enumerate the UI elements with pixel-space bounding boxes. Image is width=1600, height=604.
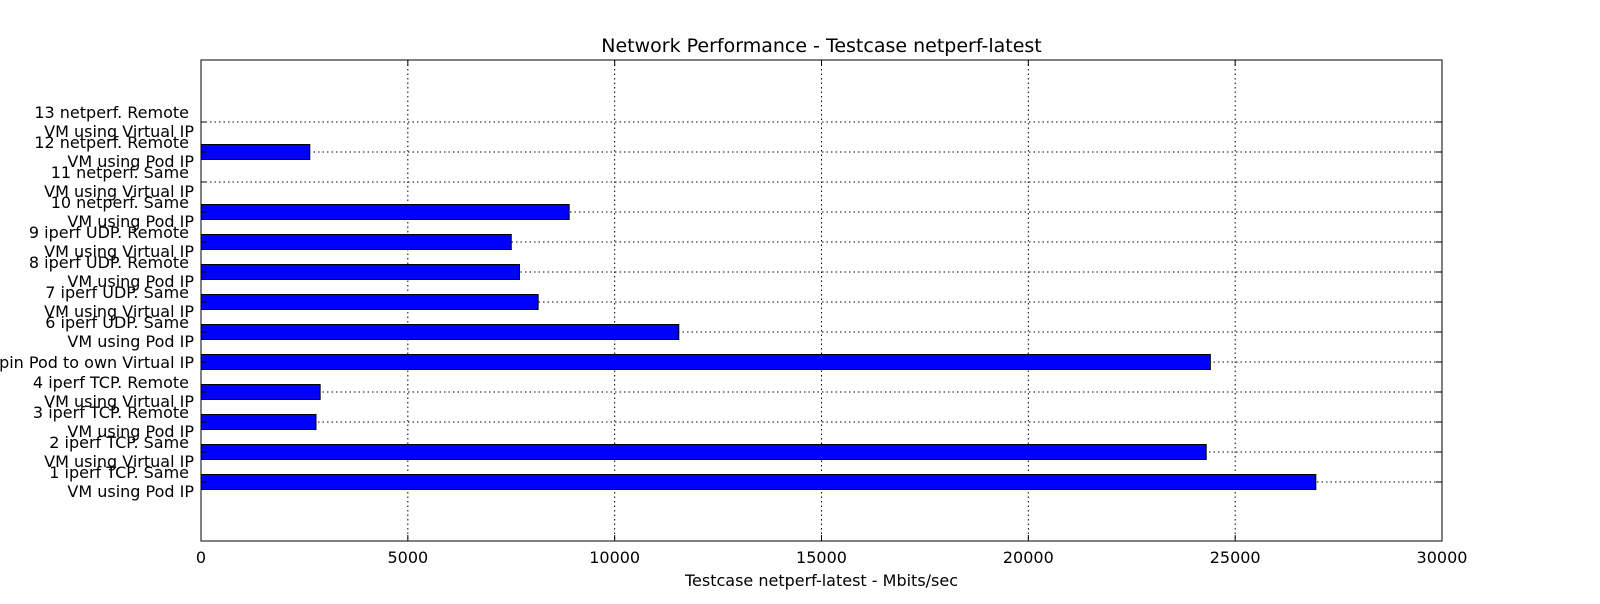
category-label-line2: VM using Virtual IP: [44, 392, 194, 411]
category-label-line2: VM using Pod IP: [67, 332, 194, 351]
category-label-line1: 3 iperf TCP. Remote: [33, 403, 189, 422]
bar-10: [200, 204, 570, 220]
category-label-line1: 2 iperf TCP. Same: [49, 433, 189, 452]
bar-5: [200, 354, 1211, 370]
x-tick-label: 15000: [796, 548, 847, 567]
category-label-line2: VM using Virtual IP: [44, 302, 194, 321]
category-label-line2: VM using Virtual IP: [44, 182, 194, 201]
category-label-line2: VM using Pod IP: [67, 482, 194, 501]
category-label-line1: 9 iperf UDP. Remote: [29, 223, 189, 242]
bar-9: [200, 234, 512, 250]
bar-1: [200, 474, 1317, 490]
bar-2: [200, 444, 1207, 460]
category-label-line1: 7 iperf UDP. Same: [45, 283, 189, 302]
category-label-line1: 12 netperf. Remote: [34, 133, 189, 152]
bar-12: [200, 144, 311, 160]
x-tick-label: 5000: [387, 548, 428, 567]
category-label-line1: 10 netperf. Same: [51, 193, 189, 212]
category-label-line2: VM using Pod IP: [67, 272, 194, 291]
category-label-line1: 6 iperf UDP. Same: [45, 313, 189, 332]
category-label-line1: 8 iperf UDP. Remote: [29, 253, 189, 272]
bar-7: [200, 294, 539, 310]
category-label-line2: VM using Virtual IP: [44, 452, 194, 471]
bar-8: [200, 264, 521, 280]
bar-4: [200, 384, 321, 400]
x-axis-title: Testcase netperf-latest - Mbits/sec: [684, 571, 958, 590]
category-label-line1: 4 iperf TCP. Remote: [33, 373, 189, 392]
category-label-line2: VM using Virtual IP: [44, 122, 194, 141]
x-tick-label: 0: [196, 548, 206, 567]
category-label-line2: VM using Pod IP: [67, 422, 194, 441]
x-tick-label: 30000: [1417, 548, 1468, 567]
category-label: 5 iperf TCP. Hairpin Pod to own Virtual …: [0, 353, 194, 372]
bar-6: [200, 324, 680, 340]
x-tick-label: 10000: [589, 548, 640, 567]
category-label-line2: VM using Pod IP: [67, 212, 194, 231]
category-label-line2: VM using Pod IP: [67, 152, 194, 171]
x-tick-label: 25000: [1210, 548, 1261, 567]
category-label-line1: 11 netperf. Same: [51, 163, 189, 182]
category-label-line2: VM using Virtual IP: [44, 242, 194, 261]
category-label-line1: 1 iperf TCP. Same: [49, 463, 189, 482]
category-label-line1: 13 netperf. Remote: [34, 103, 189, 122]
chart-title: Network Performance - Testcase netperf-l…: [601, 35, 1042, 57]
bar-3: [200, 414, 317, 430]
x-tick-label: 20000: [1003, 548, 1054, 567]
